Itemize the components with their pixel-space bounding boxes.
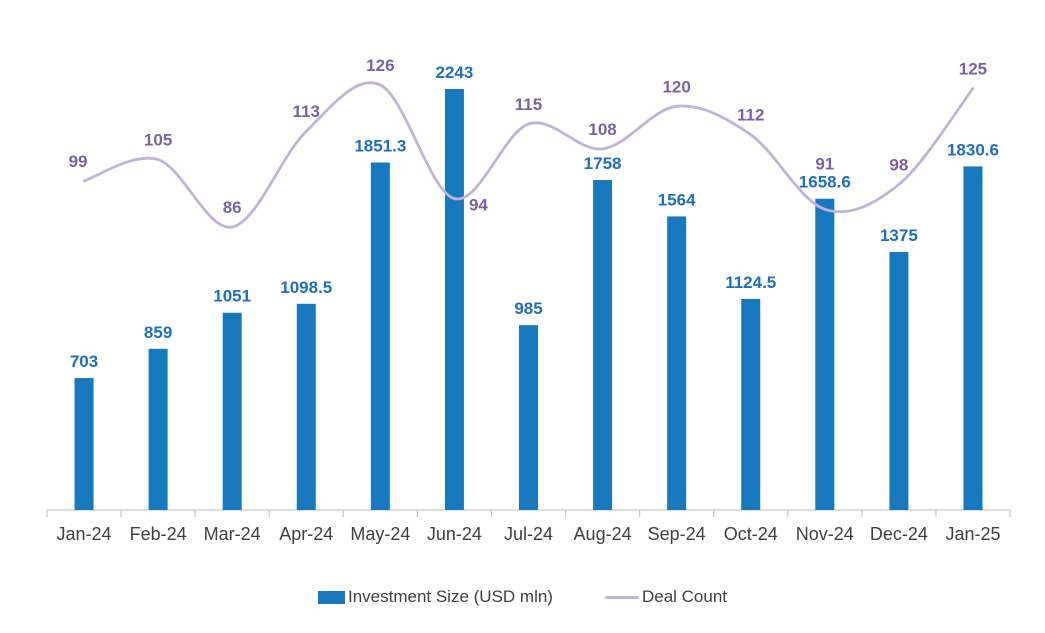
line-value-label: 91 — [815, 154, 834, 173]
bar — [519, 325, 538, 510]
line-value-label: 99 — [69, 152, 88, 171]
line-value-label: 98 — [889, 155, 908, 174]
bar-value-label: 985 — [514, 299, 542, 318]
bar — [296, 303, 316, 510]
chart-legend: Investment Size (USD mln) Deal Count — [0, 587, 1045, 607]
line-value-label: 105 — [144, 131, 172, 150]
x-axis-label: Dec-24 — [870, 524, 928, 544]
x-axis-label: Sep-24 — [648, 524, 706, 544]
line-value-label: 115 — [515, 95, 542, 114]
bar — [370, 162, 390, 511]
line-value-label: 126 — [366, 56, 394, 75]
x-axis-label: Oct-24 — [724, 524, 778, 544]
plot-area: Jan-24 Feb-24 Mar-24 Apr-24 May-24 Jun-24 Jul-… — [46, 56, 1011, 544]
x-axis-label: May-24 — [350, 524, 410, 544]
x-axis-label: Aug-24 — [574, 524, 632, 544]
x-axis-label: Nov-24 — [796, 524, 854, 544]
bar-value-label: 1051 — [213, 287, 251, 306]
bar-value-label: 2243 — [436, 63, 474, 82]
bar — [667, 216, 687, 510]
bar — [815, 198, 835, 510]
bar-value-label: 1098.5 — [280, 278, 332, 297]
bar-value-label: 1851.3 — [354, 137, 406, 156]
bar-value-label: 1830.6 — [947, 140, 999, 159]
bar — [148, 348, 168, 510]
line-value-label: 120 — [662, 77, 690, 96]
line-value-label: 113 — [293, 102, 320, 121]
x-axis-label: Feb-24 — [130, 524, 187, 544]
x-axis-label: Mar-24 — [204, 524, 261, 544]
bar-series-swatch-icon — [317, 590, 345, 604]
bar — [963, 166, 983, 510]
bar-value-label: 859 — [144, 323, 172, 342]
bar-value-label: 1124.5 — [725, 273, 776, 292]
bar-value-label: 1564 — [658, 190, 696, 209]
x-axis-label: Jan-24 — [57, 524, 112, 544]
legend-item-deal-count: Deal Count — [604, 587, 728, 607]
bar — [593, 180, 613, 510]
legend-label-investment-size: Investment Size (USD mln) — [347, 587, 553, 606]
bar-value-label: 1375 — [880, 226, 918, 245]
x-axis-label: Jan-25 — [945, 524, 1000, 544]
bar-value-label: 1658.6 — [799, 173, 851, 192]
bar — [741, 298, 761, 510]
bar — [222, 312, 242, 510]
bar — [889, 251, 909, 510]
line-value-label: 86 — [223, 198, 242, 217]
line-value-label: 94 — [469, 196, 488, 215]
x-axis-label: Jul-24 — [504, 524, 553, 544]
x-axis-label: Apr-24 — [279, 524, 333, 544]
bar-value-label: 1758 — [584, 154, 622, 173]
bar — [74, 378, 94, 510]
line-value-label: 108 — [588, 120, 616, 139]
legend-item-investment-size: Investment Size (USD mln) — [317, 587, 553, 607]
deal-count-line — [82, 81, 975, 229]
bar-value-label: 703 — [70, 352, 98, 371]
line-series-swatch-icon — [604, 595, 639, 599]
legend-label-deal-count: Deal Count — [641, 587, 728, 606]
bar — [444, 89, 464, 510]
investment-deal-count-chart: Jan-24 Feb-24 Mar-24 Apr-24 May-24 Jun-24 Jul-… — [0, 56, 1045, 607]
line-value-label: 125 — [959, 60, 987, 79]
x-axis-label: Jun-24 — [427, 524, 482, 544]
line-value-label: 112 — [737, 106, 764, 125]
